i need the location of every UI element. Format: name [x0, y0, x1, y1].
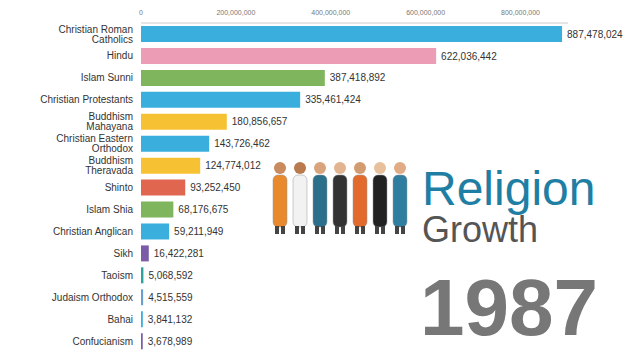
svg-text:5,068,592: 5,068,592	[148, 270, 193, 281]
svg-text:Religion: Religion	[422, 162, 595, 215]
svg-text:387,418,892: 387,418,892	[330, 72, 386, 83]
svg-text:Islam Shia: Islam Shia	[86, 204, 133, 215]
svg-text:Christian RomanCatholics: Christian RomanCatholics	[59, 24, 133, 45]
svg-text:335,461,424: 335,461,424	[305, 94, 361, 105]
svg-text:59,211,949: 59,211,949	[174, 226, 224, 237]
svg-text:4,515,559: 4,515,559	[148, 292, 193, 303]
svg-text:Christian EasternOrthodox: Christian EasternOrthodox	[56, 133, 133, 154]
svg-text:600,000,000: 600,000,000	[406, 9, 445, 16]
svg-text:1987: 1987	[420, 263, 598, 352]
svg-text:16,422,281: 16,422,281	[154, 248, 204, 259]
svg-text:Confucianism: Confucianism	[72, 336, 133, 347]
svg-text:Hindu: Hindu	[107, 50, 133, 61]
svg-text:Islam Sunni: Islam Sunni	[81, 72, 133, 83]
svg-text:Growth: Growth	[422, 209, 538, 250]
svg-text:887,478,024: 887,478,024	[567, 29, 623, 40]
svg-text:200,000,000: 200,000,000	[216, 9, 255, 16]
svg-text:622,036,442: 622,036,442	[441, 51, 497, 62]
svg-text:0: 0	[139, 9, 143, 16]
svg-text:3,841,132: 3,841,132	[148, 314, 193, 325]
svg-text:93,252,450: 93,252,450	[190, 182, 240, 193]
svg-text:Christian Anglican: Christian Anglican	[53, 226, 133, 237]
svg-text:Taoism: Taoism	[101, 270, 133, 281]
svg-text:Christian Protestants: Christian Protestants	[40, 94, 133, 105]
svg-text:Shinto: Shinto	[105, 182, 134, 193]
svg-text:Sikh: Sikh	[114, 248, 133, 259]
svg-text:180,856,657: 180,856,657	[232, 116, 288, 127]
svg-text:Bahai: Bahai	[107, 314, 133, 325]
svg-text:BuddhismMahayana: BuddhismMahayana	[86, 111, 133, 132]
svg-text:143,726,462: 143,726,462	[214, 138, 270, 149]
svg-text:Judaism Orthodox: Judaism Orthodox	[52, 292, 133, 303]
svg-text:BuddhismTheravada: BuddhismTheravada	[85, 155, 133, 176]
svg-text:800,000,000: 800,000,000	[501, 9, 540, 16]
svg-text:68,176,675: 68,176,675	[178, 204, 228, 215]
svg-text:3,678,989: 3,678,989	[148, 336, 193, 347]
svg-text:124,774,012: 124,774,012	[205, 160, 261, 171]
svg-text:400,000,000: 400,000,000	[311, 9, 350, 16]
